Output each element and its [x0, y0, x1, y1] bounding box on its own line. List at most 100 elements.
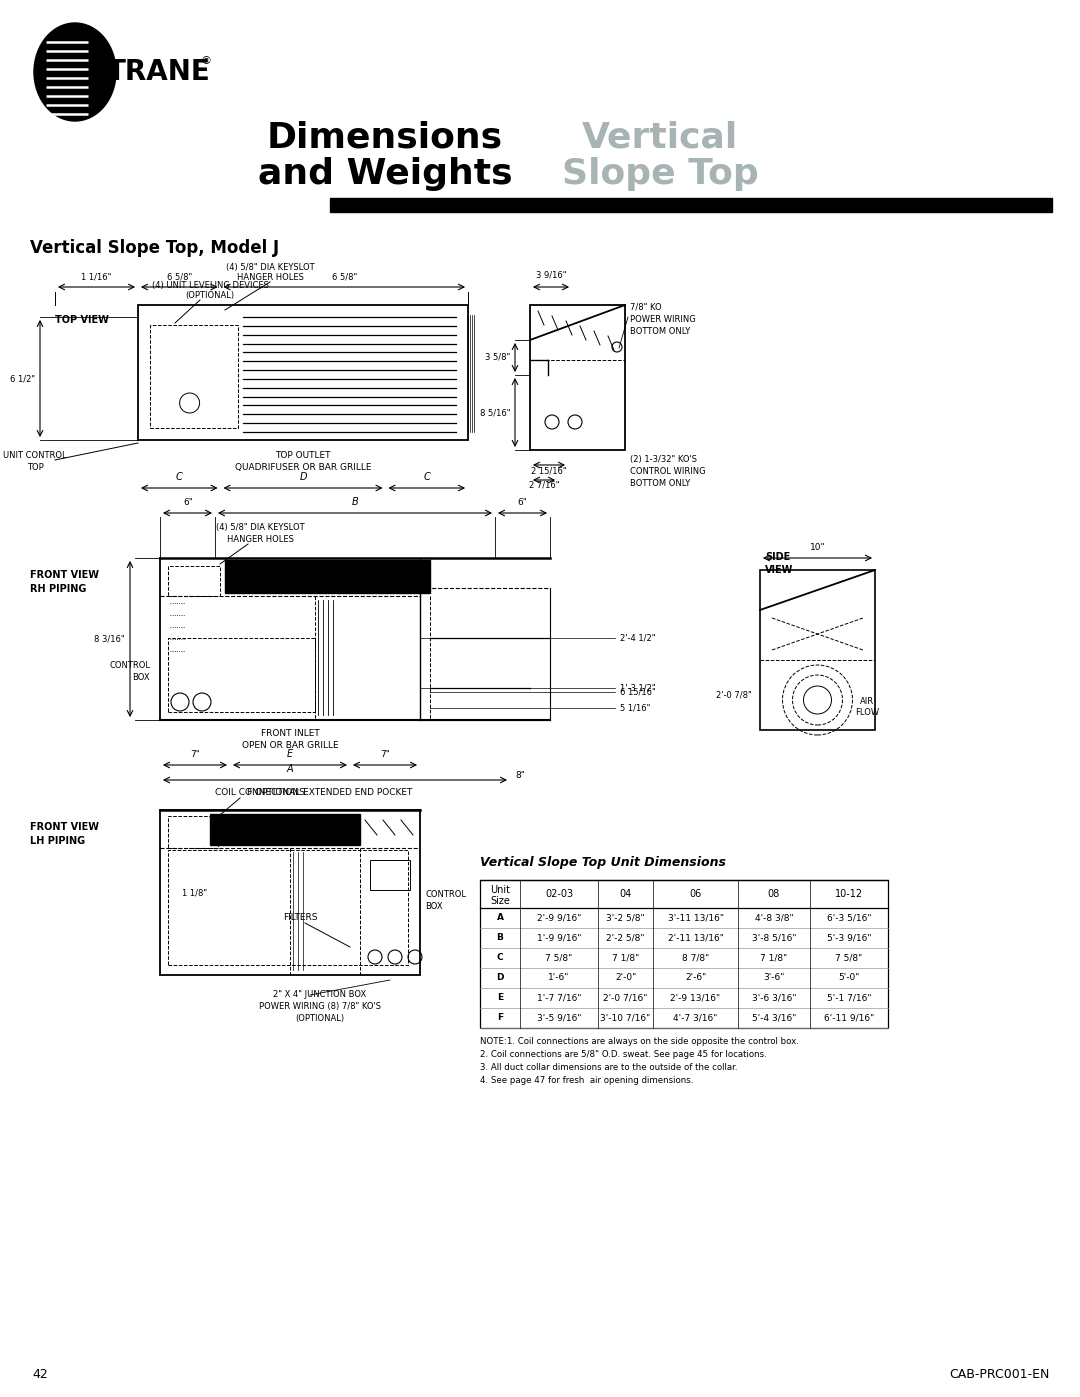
Text: (4) UNIT LEVELING DEVICES: (4) UNIT LEVELING DEVICES: [151, 281, 269, 291]
Text: 3'-6": 3'-6": [764, 974, 785, 982]
Text: BOX: BOX: [133, 673, 150, 682]
Text: 2'-11 13/16": 2'-11 13/16": [667, 933, 724, 943]
Bar: [160, 810, 420, 975]
Text: CONTROL WIRING: CONTROL WIRING: [630, 467, 705, 476]
Text: TOP: TOP: [27, 462, 43, 472]
Text: CONTROL: CONTROL: [109, 661, 150, 671]
Text: B: B: [352, 497, 359, 507]
Text: 7/8" KO: 7/8" KO: [630, 303, 662, 312]
Bar: [210, 814, 360, 845]
Text: 2'-6": 2'-6": [685, 974, 706, 982]
Text: 06: 06: [689, 888, 702, 900]
Text: A: A: [497, 914, 503, 922]
Text: C: C: [176, 472, 183, 482]
Bar: [225, 560, 430, 592]
Text: 5'-1 7/16": 5'-1 7/16": [827, 993, 872, 1003]
Text: LH PIPING: LH PIPING: [30, 835, 85, 847]
Text: 3'-5 9/16": 3'-5 9/16": [537, 1013, 581, 1023]
Text: 02-03: 02-03: [545, 888, 573, 900]
Text: 2'-0": 2'-0": [615, 974, 636, 982]
Text: 1 1/16": 1 1/16": [81, 272, 111, 282]
Text: 2'-2 5/8": 2'-2 5/8": [606, 933, 645, 943]
Text: 04: 04: [619, 888, 632, 900]
Text: 1 1/8": 1 1/8": [183, 888, 207, 897]
Text: 2'-9 9/16": 2'-9 9/16": [537, 914, 581, 922]
Text: (OPTIONAL): (OPTIONAL): [186, 291, 234, 300]
Text: 3 9/16": 3 9/16": [536, 271, 566, 279]
Text: CAB-PRC001-EN: CAB-PRC001-EN: [949, 1369, 1050, 1382]
Ellipse shape: [33, 22, 116, 122]
Text: (4) 5/8" DIA KEYSLOT: (4) 5/8" DIA KEYSLOT: [226, 263, 314, 272]
Text: and Weights: and Weights: [258, 156, 512, 191]
Text: 7 5/8": 7 5/8": [545, 954, 572, 963]
Text: TOP OUTLET: TOP OUTLET: [275, 451, 330, 460]
Text: 6 5/8": 6 5/8": [166, 272, 192, 282]
Text: 5'-4 3/16": 5'-4 3/16": [752, 1013, 796, 1023]
Text: OPEN OR BAR GRILLE: OPEN OR BAR GRILLE: [242, 740, 338, 750]
Text: 8": 8": [515, 771, 525, 780]
Text: FILTERS: FILTERS: [283, 914, 318, 922]
Bar: [138, 305, 468, 440]
Text: VIEW: VIEW: [765, 564, 794, 576]
Text: 2'-4 1/2": 2'-4 1/2": [620, 633, 656, 643]
Bar: [168, 638, 315, 712]
Text: 3'-6 3/16": 3'-6 3/16": [752, 993, 796, 1003]
Text: 08: 08: [768, 888, 780, 900]
Text: 7": 7": [380, 750, 390, 759]
Text: BOX: BOX: [426, 902, 443, 911]
Text: CONTROL: CONTROL: [426, 890, 465, 900]
Text: TOP VIEW: TOP VIEW: [55, 314, 109, 326]
Text: 5'-3 9/16": 5'-3 9/16": [827, 933, 872, 943]
Text: SIDE: SIDE: [765, 552, 791, 562]
Bar: [330, 198, 1052, 212]
Text: 7 1/8": 7 1/8": [612, 954, 639, 963]
Text: Size: Size: [490, 895, 510, 907]
Text: 10-12: 10-12: [835, 888, 863, 900]
Text: C: C: [423, 472, 430, 482]
Bar: [168, 816, 218, 848]
Text: E: E: [287, 749, 293, 759]
Text: 2'-0 7/16": 2'-0 7/16": [604, 993, 648, 1003]
Text: 7 1/8": 7 1/8": [760, 954, 787, 963]
Text: D: D: [496, 974, 503, 982]
Bar: [480, 880, 888, 1028]
Bar: [168, 566, 220, 597]
Text: 3'-2 5/8": 3'-2 5/8": [606, 914, 645, 922]
Text: 2'-0 7/8": 2'-0 7/8": [716, 690, 752, 700]
Text: 4. See page 47 for fresh  air opening dimensions.: 4. See page 47 for fresh air opening dim…: [480, 1076, 693, 1085]
Text: 1'-3 1/2": 1'-3 1/2": [620, 683, 656, 693]
Text: Slope Top: Slope Top: [562, 156, 758, 191]
Text: 2 7/16": 2 7/16": [529, 481, 559, 490]
Text: 1'-6": 1'-6": [549, 974, 569, 982]
Text: (4) 5/8" DIA KEYSLOT: (4) 5/8" DIA KEYSLOT: [216, 522, 305, 532]
Text: B: B: [497, 933, 503, 943]
Text: 6 15/16": 6 15/16": [620, 687, 656, 697]
Text: 10": 10": [810, 543, 825, 552]
Text: 5'-0": 5'-0": [838, 974, 860, 982]
Text: FRONT VIEW: FRONT VIEW: [30, 821, 99, 833]
Text: 6": 6": [184, 497, 193, 507]
Text: D: D: [299, 472, 307, 482]
Text: HANGER HOLES: HANGER HOLES: [237, 272, 303, 282]
Bar: [370, 861, 410, 890]
Text: 3'-11 13/16": 3'-11 13/16": [667, 914, 724, 922]
Text: FRONT INLET: FRONT INLET: [260, 729, 320, 738]
Text: (OPTIONAL): (OPTIONAL): [296, 1014, 345, 1023]
Text: Dimensions: Dimensions: [267, 122, 503, 155]
Text: 7 5/8": 7 5/8": [835, 954, 863, 963]
Text: A: A: [286, 764, 294, 774]
Text: 6": 6": [517, 497, 527, 507]
Text: 3. All duct collar dimensions are to the outside of the collar.: 3. All duct collar dimensions are to the…: [480, 1063, 738, 1071]
Text: 7": 7": [190, 750, 200, 759]
Text: 8 3/16": 8 3/16": [94, 634, 125, 644]
Bar: [168, 849, 408, 965]
Text: NOTE:1. Coil connections are always on the side opposite the control box.: NOTE:1. Coil connections are always on t…: [480, 1037, 799, 1046]
Text: POWER WIRING: POWER WIRING: [630, 314, 696, 324]
Text: 8 7/8": 8 7/8": [681, 954, 710, 963]
Text: 6'-3 5/16": 6'-3 5/16": [827, 914, 872, 922]
Text: ®: ®: [200, 56, 211, 66]
Text: Vertical: Vertical: [582, 122, 738, 155]
Text: C: C: [497, 954, 503, 963]
Text: 8 5/16": 8 5/16": [480, 408, 510, 416]
Text: 6'-11 9/16": 6'-11 9/16": [824, 1013, 874, 1023]
